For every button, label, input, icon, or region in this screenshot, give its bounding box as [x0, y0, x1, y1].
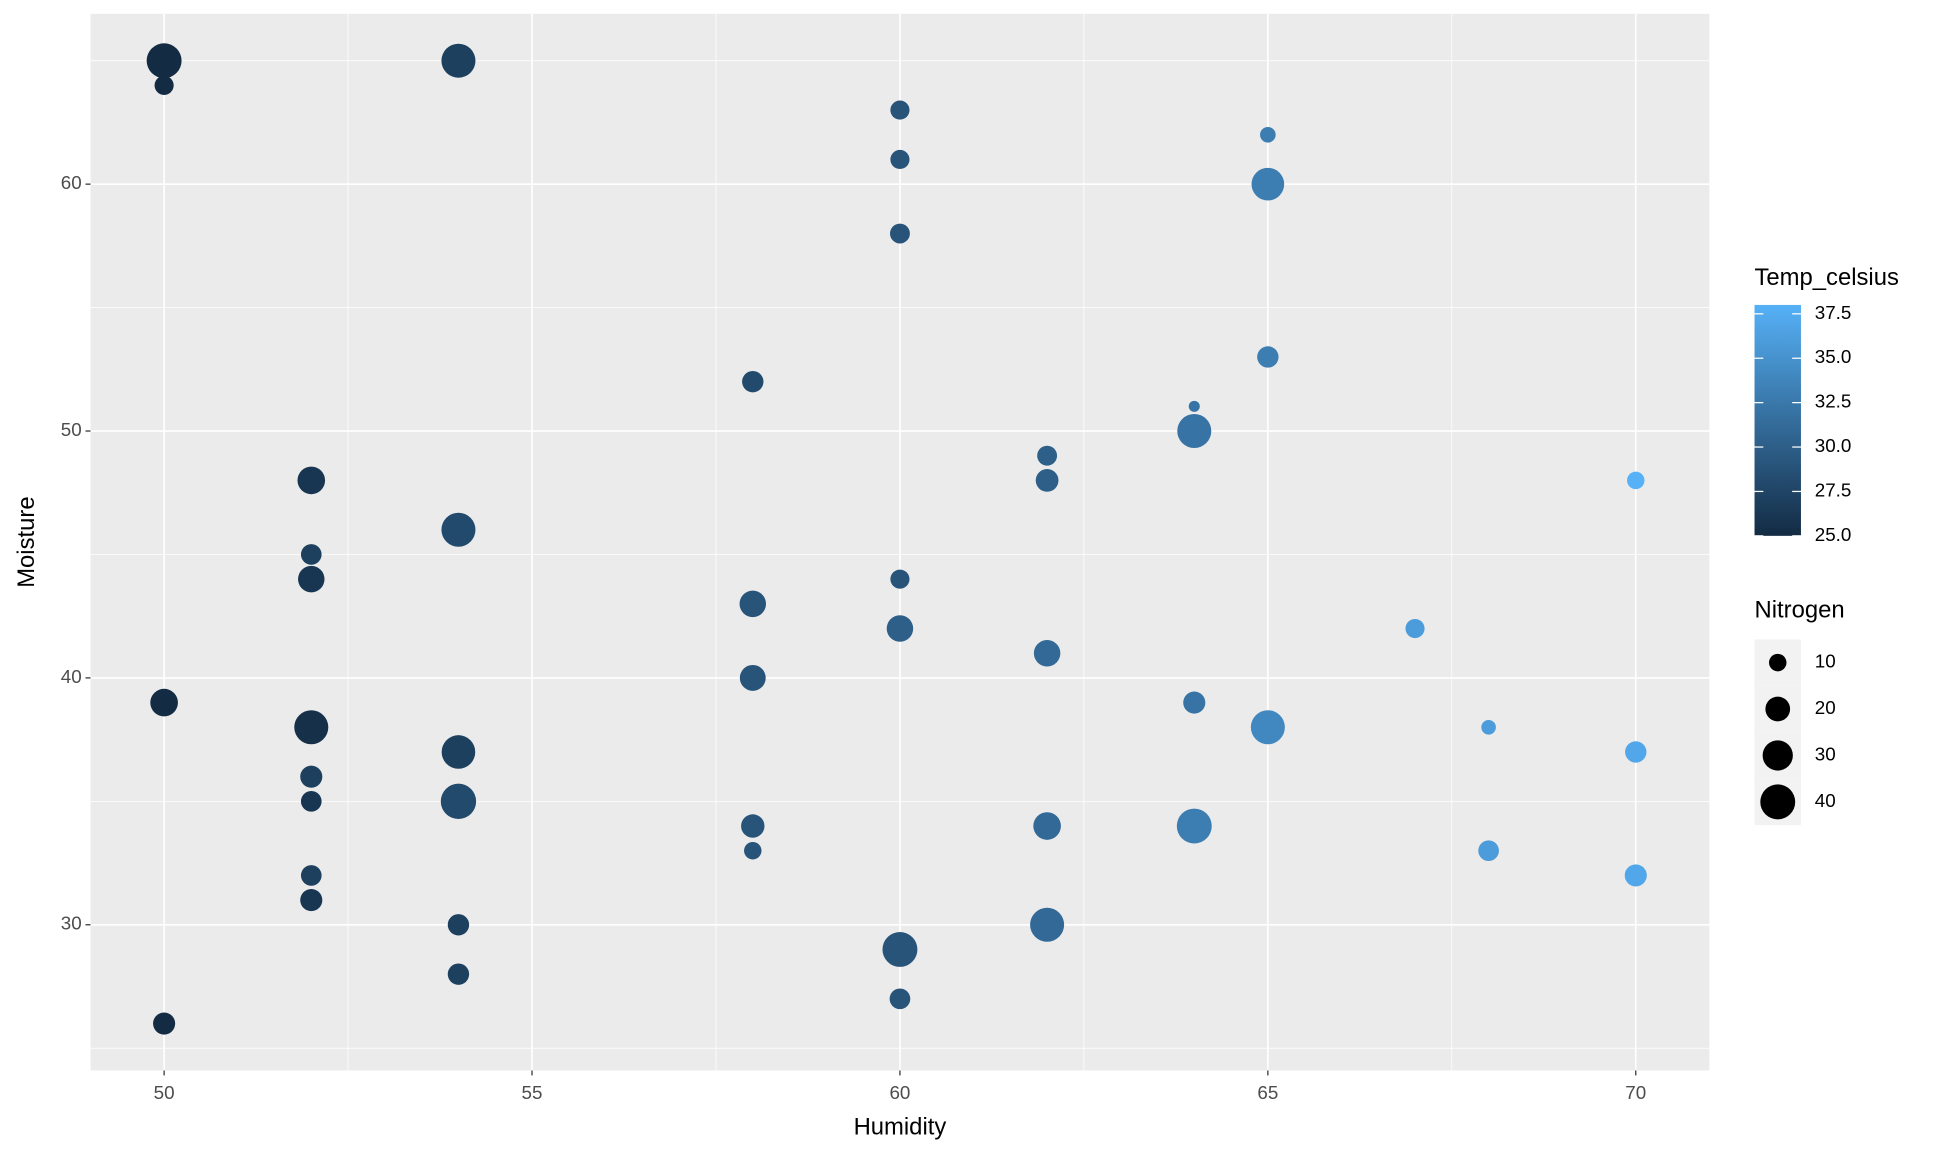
- point: [889, 988, 911, 1010]
- legend-label: 37.5: [1815, 302, 1852, 323]
- colorbar: [1754, 304, 1801, 536]
- legend-label: 35.0: [1815, 346, 1852, 367]
- legend-label: 20: [1815, 697, 1836, 718]
- point: [744, 841, 762, 860]
- point: [890, 149, 910, 170]
- point: [1257, 346, 1279, 368]
- point: [890, 100, 910, 120]
- point: [1627, 471, 1645, 490]
- point: [300, 765, 323, 788]
- point: [1177, 414, 1212, 449]
- point: [154, 75, 174, 95]
- y-axis-title: Moisture: [13, 496, 40, 587]
- point: [297, 466, 326, 495]
- legend-label: 27.5: [1815, 479, 1852, 500]
- x-tick-label: 70: [1625, 1082, 1646, 1103]
- point: [1188, 400, 1200, 412]
- point: [441, 735, 476, 769]
- point: [739, 590, 767, 618]
- point: [300, 865, 322, 886]
- x-tick-label: 60: [889, 1082, 910, 1103]
- legend-title: Temp_celsius: [1755, 264, 1899, 291]
- y-tick-label: 40: [61, 666, 82, 687]
- legend-label: 40: [1815, 790, 1836, 811]
- y-tick-label: 30: [61, 913, 82, 934]
- point: [146, 43, 182, 79]
- point: [890, 569, 910, 589]
- point: [1030, 907, 1065, 942]
- point: [1478, 840, 1499, 862]
- point: [440, 783, 477, 820]
- legend-symbol: [1762, 740, 1793, 771]
- legend-title: Nitrogen: [1755, 596, 1845, 623]
- legend-label: 25.0: [1815, 524, 1852, 545]
- x-tick-label: 50: [154, 1082, 175, 1103]
- point: [300, 544, 322, 565]
- point: [153, 1012, 176, 1035]
- point: [1481, 719, 1496, 735]
- point: [1250, 710, 1285, 745]
- point: [739, 664, 766, 691]
- point: [1624, 864, 1647, 887]
- point: [1183, 691, 1206, 714]
- point: [447, 914, 470, 936]
- point: [294, 710, 329, 745]
- point: [1405, 618, 1425, 639]
- point: [298, 565, 325, 593]
- point: [1176, 808, 1212, 844]
- point: [447, 963, 470, 985]
- point: [1251, 167, 1285, 201]
- y-tick-label: 60: [61, 172, 82, 193]
- point: [1037, 445, 1058, 466]
- point: [150, 688, 178, 717]
- point: [886, 615, 914, 642]
- point: [1033, 639, 1061, 667]
- point: [1260, 126, 1276, 143]
- point: [1625, 741, 1647, 763]
- y-tick-label: 50: [61, 419, 82, 440]
- legend-label: 32.5: [1815, 391, 1852, 412]
- legend-label: 30: [1815, 743, 1836, 764]
- point: [889, 223, 910, 244]
- legend-symbol: [1760, 784, 1796, 820]
- x-axis-title: Humidity: [854, 1113, 947, 1140]
- x-tick-label: 65: [1257, 1082, 1278, 1103]
- point: [1035, 469, 1059, 492]
- legend-symbol: [1765, 696, 1791, 722]
- legend-label: 10: [1815, 651, 1836, 672]
- point: [300, 791, 322, 812]
- legend-symbol: [1769, 653, 1787, 672]
- legend-label: 30.0: [1815, 435, 1852, 456]
- point: [1033, 812, 1061, 840]
- point: [300, 889, 323, 912]
- point: [441, 512, 476, 547]
- point: [882, 932, 918, 967]
- x-tick-label: 55: [522, 1082, 543, 1103]
- point: [741, 814, 765, 838]
- point: [742, 370, 764, 393]
- point: [441, 43, 476, 78]
